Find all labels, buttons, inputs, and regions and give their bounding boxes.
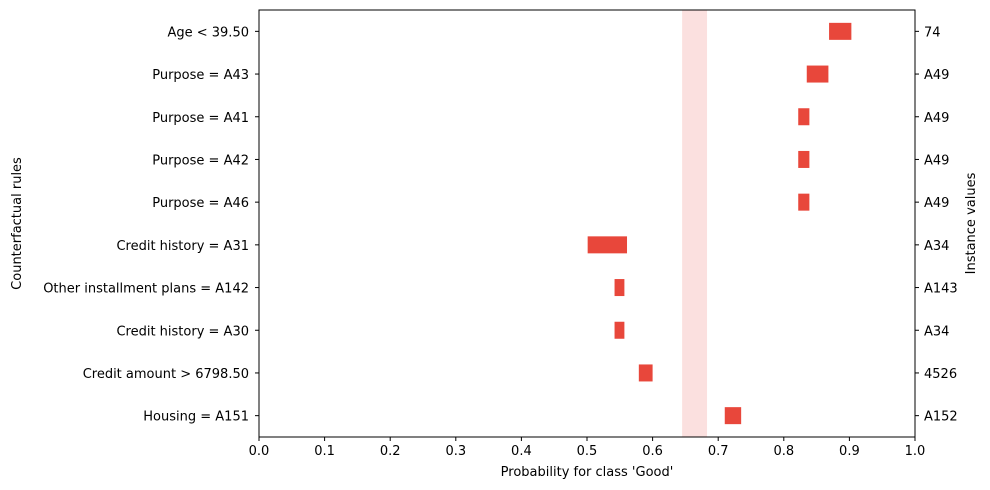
instance-value-label: A49 (924, 153, 949, 168)
instance-value-label: A49 (924, 68, 949, 83)
x-tick-label: 0.7 (708, 444, 729, 459)
interval-bar (829, 22, 852, 40)
rule-label: Other installment plans = A142 (43, 282, 249, 297)
rule-label: Age < 39.50 (167, 25, 249, 40)
threshold-band (682, 10, 708, 437)
x-tick-label: 0.0 (249, 444, 270, 459)
interval-bar (798, 150, 810, 168)
rule-label: Housing = A151 (143, 410, 249, 425)
interval-bar (587, 236, 628, 254)
x-axis-ticks: 0.0 0.1 0.2 0.3 0.4 0.5 0.6 0.7 0.8 0.9 1.0 (249, 437, 926, 459)
interval-bar (638, 364, 653, 382)
rule-label: Credit history = A30 (116, 324, 249, 339)
rule-label: Credit amount > 6798.50 (83, 367, 249, 382)
x-tick-label: 0.4 (511, 444, 532, 459)
x-tick-label: 0.9 (839, 444, 860, 459)
x-tick-label: 0.2 (380, 444, 401, 459)
y-axis-title: Counterfactual rules (10, 157, 25, 290)
interval-bars-layer (587, 22, 852, 425)
instance-value-label: A49 (924, 111, 949, 126)
x-tick-label: 1.0 (905, 444, 926, 459)
x-tick-label: 0.8 (773, 444, 794, 459)
x-tick-label: 0.1 (314, 444, 335, 459)
interval-bar (806, 65, 829, 83)
interval-bar (724, 407, 742, 425)
x-axis-title: Probability for class 'Good' (501, 465, 674, 480)
interval-bar (798, 108, 810, 126)
instance-value-label: A152 (924, 410, 958, 425)
right-axis-ticks: 74 A49 A49 A49 A49 A34 A143 A34 4526 A152 (915, 25, 958, 425)
x-tick-label: 0.5 (577, 444, 598, 459)
rule-label: Purpose = A41 (152, 111, 249, 126)
instance-value-label: 74 (924, 25, 941, 40)
rule-label: Purpose = A46 (152, 196, 249, 211)
instance-value-label: A34 (924, 324, 949, 339)
interval-bar (614, 321, 625, 339)
right-axis-title: Instance values (964, 172, 979, 274)
instance-value-label: A143 (924, 282, 958, 297)
y-axis-ticks: Age < 39.50 Purpose = A43 Purpose = A41 Pur… (43, 25, 259, 425)
interval-bar (614, 279, 625, 297)
instance-value-label: 4526 (924, 367, 957, 382)
x-tick-label: 0.3 (445, 444, 466, 459)
rule-label: Credit history = A31 (116, 239, 249, 254)
x-tick-label: 0.6 (642, 444, 663, 459)
threshold-band-layer (682, 10, 708, 437)
interval-bar (798, 193, 810, 211)
instance-value-label: A49 (924, 196, 949, 211)
rule-label: Purpose = A43 (152, 68, 249, 83)
instance-value-label: A34 (924, 239, 949, 254)
rule-label: Purpose = A42 (152, 153, 249, 168)
